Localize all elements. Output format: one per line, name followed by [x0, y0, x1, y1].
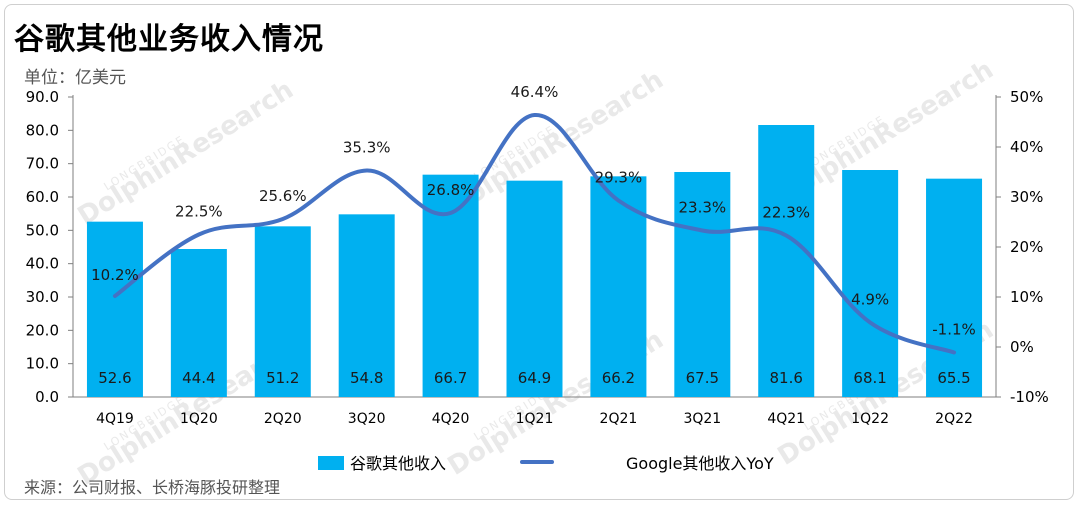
bar-value-label: 67.5 [686, 369, 719, 387]
x-tick-label: 4Q21 [767, 411, 805, 427]
bar [926, 178, 983, 397]
bar-value-label: 68.1 [853, 369, 886, 387]
legend-bar: 谷歌其他收入 [318, 450, 446, 474]
yoy-value-label: 26.8% [427, 181, 475, 199]
legend-line-swatch [520, 460, 554, 464]
x-tick-label: 2Q22 [935, 411, 973, 427]
bar [842, 170, 899, 397]
right-tick-label: -10% [1010, 388, 1049, 406]
x-tick-label: 3Q21 [683, 411, 721, 427]
bar-value-label: 54.8 [350, 369, 383, 387]
bar-value-label: 66.2 [602, 369, 635, 387]
bar [170, 249, 227, 397]
bar [674, 172, 731, 397]
bar-value-label: 51.2 [266, 369, 299, 387]
bar-value-label: 66.7 [434, 369, 467, 387]
left-tick-label: 50.0 [26, 221, 59, 239]
left-tick-label: 80.0 [26, 121, 59, 139]
bar [254, 226, 311, 397]
bar [422, 174, 479, 397]
bar-value-label: 52.6 [98, 369, 131, 387]
x-tick-label: 1Q22 [851, 411, 889, 427]
bar [590, 176, 647, 397]
right-tick-label: 20% [1010, 238, 1043, 256]
chart-frame [4, 4, 1074, 500]
yoy-value-label: 4.9% [851, 291, 889, 309]
legend-bar-swatch [318, 456, 344, 470]
right-tick-label: 0% [1010, 338, 1034, 356]
x-tick-label: 3Q20 [348, 411, 386, 427]
yoy-value-label: 46.4% [511, 83, 559, 101]
right-tick-label: 10% [1010, 288, 1043, 306]
bar-value-label: 44.4 [182, 369, 215, 387]
bar [758, 125, 815, 397]
left-tick-label: 10.0 [26, 355, 59, 373]
yoy-value-label: 23.3% [678, 199, 726, 217]
x-tick-label: 2Q20 [264, 411, 302, 427]
bar-value-label: 65.5 [937, 369, 970, 387]
yoy-line [112, 112, 957, 355]
yoy-value-label: 22.3% [762, 204, 810, 222]
yoy-value-label: 22.5% [175, 203, 223, 221]
left-tick-label: 30.0 [26, 288, 59, 306]
bar-value-label: 64.9 [518, 369, 551, 387]
left-tick-label: 0.0 [35, 388, 59, 406]
legend-line-label: Google其他收入YoY [626, 454, 774, 473]
unit-label: 单位：亿美元 [24, 68, 126, 88]
source-note: 来源：公司财报、长桥海豚投研整理 [24, 478, 281, 497]
chart-title: 谷歌其他业务收入情况 [14, 22, 324, 57]
x-tick-label: 1Q20 [180, 411, 218, 427]
x-tick-label: 2Q21 [600, 411, 638, 427]
yoy-value-label: 35.3% [343, 139, 391, 157]
right-tick-label: 50% [1010, 88, 1043, 106]
left-tick-label: 40.0 [26, 255, 59, 273]
left-tick-label: 60.0 [26, 188, 59, 206]
bar-value-label: 81.6 [770, 369, 803, 387]
yoy-value-label: 25.6% [259, 187, 307, 205]
right-tick-label: 40% [1010, 138, 1043, 156]
yoy-value-label: 10.2% [91, 266, 139, 284]
legend-line: Google其他收入YoY [520, 450, 774, 474]
yoy-value-label: 29.3% [595, 169, 643, 187]
left-tick-label: 20.0 [26, 321, 59, 339]
x-tick-label: 1Q21 [516, 411, 554, 427]
right-tick-label: 30% [1010, 188, 1043, 206]
x-tick-label: 4Q19 [96, 411, 134, 427]
left-tick-label: 90.0 [26, 88, 59, 106]
left-tick-label: 70.0 [26, 155, 59, 173]
legend-bar-label: 谷歌其他收入 [350, 454, 447, 473]
bar [506, 180, 563, 397]
bar [338, 214, 395, 397]
x-tick-label: 4Q20 [432, 411, 470, 427]
yoy-value-label: -1.1% [932, 321, 976, 339]
bar [86, 221, 143, 397]
